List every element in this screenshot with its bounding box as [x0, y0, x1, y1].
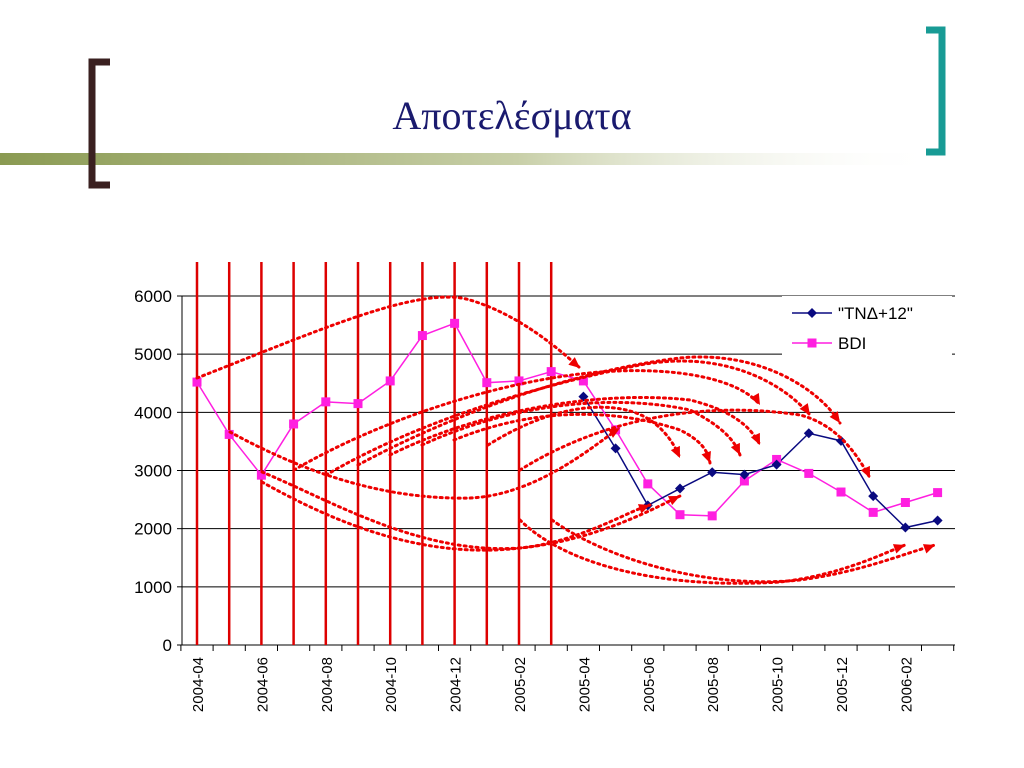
forecast-arrow	[195, 295, 582, 380]
y-tick-label: 5000	[134, 345, 172, 364]
data-point-bdi	[836, 487, 846, 497]
series-line-tnd	[582, 396, 938, 529]
data-point-bdi	[772, 454, 782, 464]
x-tick-label: 2004-12	[448, 657, 465, 712]
forecast-arrow	[260, 470, 652, 551]
data-point-bdi	[707, 511, 717, 521]
legend-marker-tnd	[807, 308, 817, 318]
data-point-tnd	[868, 491, 879, 502]
right-bracket	[926, 26, 946, 156]
data-point-bdi	[739, 476, 749, 486]
arrow-head	[701, 450, 711, 463]
arrow-head	[799, 403, 810, 415]
x-tick-label: 2004-04	[190, 657, 207, 712]
legend-box	[782, 296, 952, 358]
forecast-arrow	[420, 400, 742, 457]
arrow-head	[568, 357, 580, 368]
data-point-bdi	[417, 331, 427, 341]
x-tick-label: 2005-10	[770, 657, 787, 712]
arrow-head	[922, 544, 935, 554]
arrow-head	[750, 432, 760, 445]
arrow-head	[667, 496, 680, 506]
data-point-tnd	[900, 522, 911, 533]
data-point-bdi	[643, 479, 653, 489]
forecast-arrow	[518, 408, 872, 480]
forecast-arrow	[388, 395, 762, 457]
x-tick-label: 2005-08	[705, 657, 722, 712]
data-point-tnd	[932, 515, 943, 526]
data-point-bdi	[900, 497, 910, 507]
arrow-head	[860, 465, 870, 478]
x-tick-label: 2005-04	[576, 657, 593, 712]
data-point-bdi	[933, 488, 943, 498]
arrow-head	[670, 445, 680, 458]
header-bar	[0, 153, 940, 165]
legend-label-bdi: BDI	[838, 334, 866, 353]
data-point-bdi	[321, 397, 331, 407]
forecast-arrow	[260, 480, 682, 552]
y-tick-label: 3000	[134, 462, 172, 481]
x-tick-label: 2005-02	[512, 657, 529, 712]
y-tick-label: 4000	[134, 403, 172, 422]
data-point-bdi	[578, 376, 588, 386]
arrow-head	[892, 544, 905, 554]
data-point-bdi	[353, 399, 363, 409]
data-point-tnd	[707, 467, 718, 478]
data-point-tnd	[771, 459, 782, 470]
data-point-tnd	[836, 435, 846, 446]
forecast-arrow	[550, 518, 937, 584]
data-point-bdi	[482, 378, 492, 388]
x-tick-label: 2006-02	[898, 657, 915, 712]
data-point-bdi	[675, 510, 685, 520]
legend-marker-bdi	[807, 338, 817, 348]
x-tick-label: 2005-06	[641, 657, 658, 712]
data-point-tnd	[803, 428, 814, 439]
slide-title: Αποτελέσματα	[392, 93, 632, 138]
data-point-bdi	[804, 468, 814, 478]
data-point-bdi	[514, 376, 524, 386]
y-tick-label: 2000	[134, 520, 172, 539]
forecast-arrow	[292, 369, 762, 472]
data-point-bdi	[224, 429, 234, 439]
data-point-bdi	[546, 367, 556, 377]
y-tick-label: 0	[163, 636, 172, 655]
x-tick-label: 2004-06	[254, 657, 271, 712]
data-point-tnd	[675, 483, 685, 494]
data-point-bdi	[868, 507, 878, 517]
forecast-arrow	[356, 355, 842, 467]
data-point-bdi	[192, 377, 202, 387]
data-point-tnd	[739, 469, 750, 480]
legend-label-tnd: "ΤΝΔ+12"	[838, 304, 913, 323]
forecast-arrow	[486, 405, 682, 460]
data-point-bdi	[450, 318, 460, 328]
data-point-bdi	[256, 470, 266, 480]
forecast-arrow	[228, 426, 622, 500]
data-point-tnd	[610, 443, 621, 454]
arrow-head	[829, 411, 840, 423]
forecast-arrow	[518, 518, 907, 585]
data-point-bdi	[289, 419, 299, 429]
y-tick-label: 6000	[134, 287, 172, 306]
arrow-head	[750, 392, 760, 405]
left-bracket	[88, 58, 110, 189]
y-tick-label: 1000	[134, 578, 172, 597]
arrow-head	[607, 428, 620, 438]
data-point-bdi	[385, 376, 395, 386]
x-tick-label: 2005-12	[834, 657, 851, 712]
x-tick-label: 2004-08	[319, 657, 336, 712]
x-tick-label: 2004-10	[383, 657, 400, 712]
arrow-head	[637, 504, 650, 514]
arrow-head	[730, 442, 740, 455]
